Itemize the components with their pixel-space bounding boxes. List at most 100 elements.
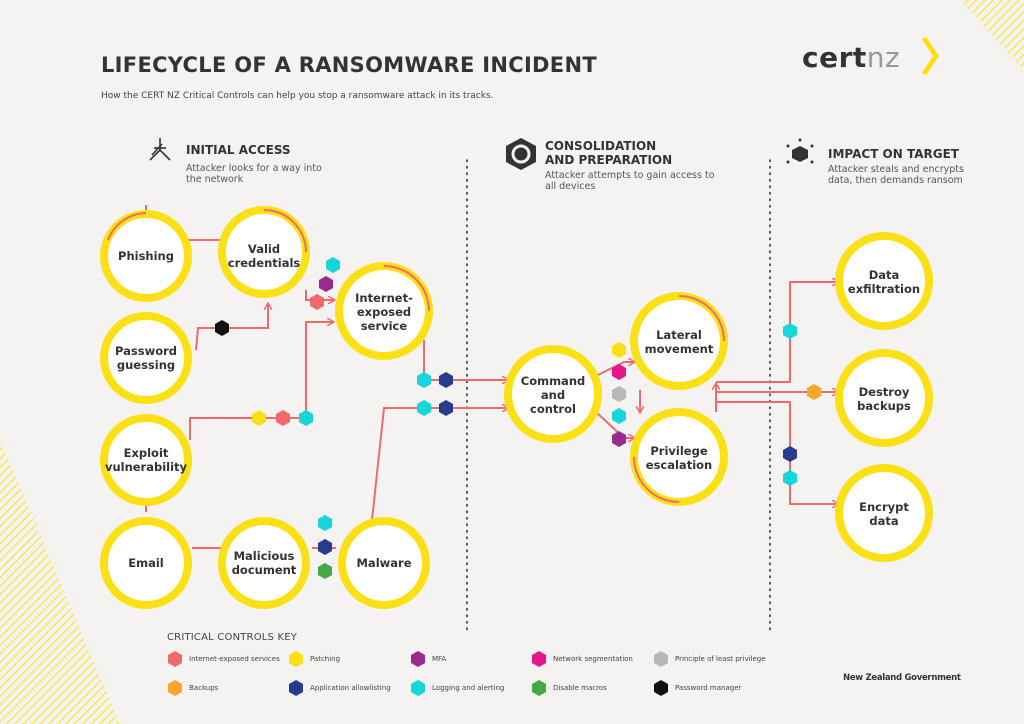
hex-mfa [612,431,626,447]
arc-accent [633,456,680,503]
section-desc: Attacker steals and encrypts [828,164,964,175]
hex-internet-services [310,294,324,310]
label-destroy-backups: Destroy backups [857,385,911,413]
key-swatch-patching [289,651,303,667]
key-swatches [168,651,668,696]
hex-patching [612,342,626,358]
hex-app-allowlisting [318,539,332,555]
label-line: exfiltration [847,282,921,296]
hex-disable-macros [318,563,332,579]
section-desc: the network [186,174,244,185]
label-data-exfiltration: Data exfiltration [848,268,920,296]
label-malicious-document: Malicious document [232,549,297,577]
key-title: CRITICAL CONTROLS KEY [167,632,298,643]
key-swatch-internet-services [168,651,182,667]
hex-app-allowlisting [439,372,453,388]
label-line: Privilege [650,444,708,458]
node-malware [338,517,430,609]
section-desc: Attacker looks for a way into [186,163,322,174]
label-line: Valid [247,242,281,256]
label-line: and [540,388,566,402]
section-desc: data, then demands ransom [828,175,963,186]
key-swatch-backups [168,680,182,696]
key-label-network-segmentation: Network segmentation [553,655,633,663]
key-swatch-least-privilege [654,651,668,667]
key-label-disable-macros: Disable macros [553,684,607,692]
logo-chevron-icon [921,36,940,76]
page-title: LIFECYCLE OF A RANSOMWARE INCIDENT [101,53,597,77]
hex-mfa [319,276,333,292]
node-data-exfiltration [835,232,933,330]
label-line: credentials [227,256,301,270]
section-consolidation: CONSOLIDATION AND PREPARATION Attacker a… [545,139,715,192]
section-title: IMPACT ON TARGET [828,147,959,161]
label-line: exposed [356,305,412,319]
label-line: Exploit [123,446,169,460]
label-valid-credentials: Valid credentials [228,242,301,270]
node-malicious-document [218,517,310,609]
key-swatch-disable-macros [532,680,546,696]
key-label-internet-services: Internet-exposed services [189,655,280,663]
label-encrypt-data: Encrypt data [859,500,909,528]
label-line: backups [857,399,911,413]
arc-accent [678,295,725,342]
label-email: Email [128,556,163,570]
label-malware: Malware [356,556,411,570]
label-line: Encrypt [859,500,909,514]
hexagon-ring-icon [506,138,536,170]
node-command-and-control [504,345,602,443]
node-email [100,517,192,609]
node-encrypt-data [835,464,933,562]
label-line: Internet- [355,291,413,305]
hex-app-allowlisting [783,446,797,462]
key-label-mfa: MFA [432,655,447,663]
label-line: data [869,514,899,528]
connector-to-encrypt [716,401,838,504]
label-line: movement [644,342,714,356]
label-privilege-escalation: Privilege escalation [646,444,712,472]
label-line: service [360,319,408,333]
stripe-corner-top-right [960,0,1024,70]
connector-password-credentials [195,304,268,351]
hex-backups [807,384,821,400]
hex-patching [252,410,266,426]
node-exploit-vulnerability [100,414,192,506]
hex-network-segmentation [612,364,626,380]
hex-logging [783,470,797,486]
logo-cert-text: cert [802,41,867,74]
label-line: control [530,402,576,416]
hex-internet-services [276,410,290,426]
label-line: Command [520,374,586,388]
connector-internet-c2 [423,340,508,380]
label-command-and-control: Command and control [521,374,586,416]
key-swatch-password-manager [654,680,668,696]
key-swatch-mfa [411,651,425,667]
hex-app-allowlisting [439,400,453,416]
cert-nz-logo: certnz [802,41,900,74]
label-line: escalation [645,458,713,472]
section-title: AND PREPARATION [545,153,673,167]
label-password-guessing: Password guessing [115,344,177,372]
label-line: Lateral [656,328,702,342]
arc-accent [263,209,307,253]
key-label-least-privilege: Principle of least privilege [675,655,766,663]
connector-c2-lateral [595,362,634,377]
section-desc: all devices [545,181,596,192]
hex-logging [299,410,313,426]
arc-accent [383,265,430,312]
hex-logging [783,323,797,339]
key-label-password-manager: Password manager [675,684,742,692]
node-password-guessing [100,312,192,404]
connector-to-exfiltration [716,282,838,383]
label-line: guessing [116,358,176,372]
label-lateral-movement: Lateral movement [645,328,714,356]
cube-burst-icon [786,138,814,164]
hex-logging [326,257,340,273]
hex-logging [612,408,626,424]
label-line: Malicious [233,549,295,563]
label-line: Password [115,344,177,358]
connector-malware-c2 [371,408,508,521]
hex-logging [417,372,431,388]
hex-logging [318,515,332,531]
